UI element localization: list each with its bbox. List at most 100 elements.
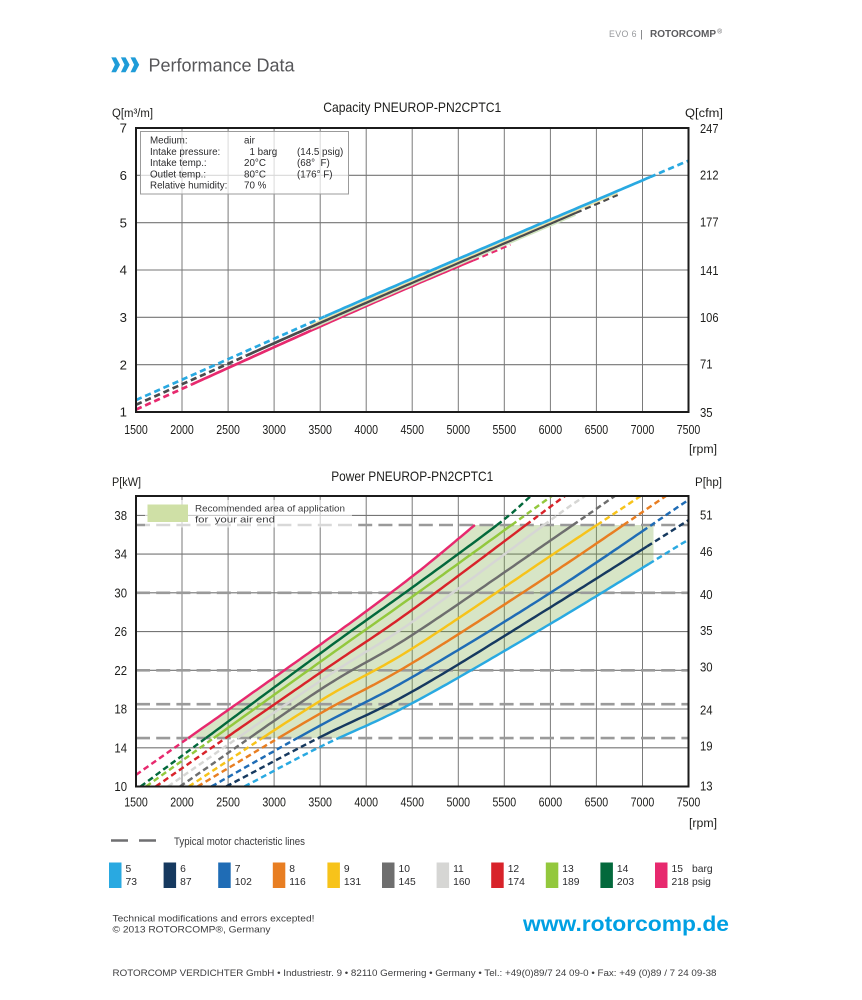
svg-text:20°C: 20°C (244, 158, 266, 169)
svg-text:3000: 3000 (262, 422, 286, 437)
svg-text:|: | (640, 28, 643, 40)
svg-text:73: 73 (126, 877, 138, 888)
svg-text:189: 189 (562, 877, 579, 888)
svg-text:46: 46 (700, 544, 713, 559)
svg-text:air: air (244, 136, 256, 147)
svg-text:4500: 4500 (400, 422, 424, 437)
svg-text:psig: psig (692, 877, 711, 888)
svg-text:Relative humidity:: Relative humidity: (150, 181, 227, 192)
svg-text:7: 7 (235, 864, 241, 875)
svg-text:12: 12 (508, 864, 520, 875)
svg-text:6000: 6000 (539, 794, 563, 809)
svg-text:6500: 6500 (585, 422, 609, 437)
svg-text:11: 11 (453, 864, 464, 875)
svg-text:14: 14 (114, 740, 127, 755)
svg-text:Power PNEUROP-PN2CPTC1: Power PNEUROP-PN2CPTC1 (331, 469, 493, 484)
svg-text:2000: 2000 (170, 422, 194, 437)
svg-text:38: 38 (114, 508, 127, 523)
svg-text:34: 34 (114, 547, 127, 562)
svg-text:Technical modifications and er: Technical modifications and errors excep… (113, 914, 315, 925)
svg-text:5500: 5500 (493, 422, 517, 437)
svg-text:3000: 3000 (262, 794, 286, 809)
svg-text:5: 5 (126, 864, 132, 875)
svg-text:2500: 2500 (216, 422, 240, 437)
svg-text:10: 10 (114, 779, 127, 794)
svg-text:87: 87 (180, 877, 192, 888)
svg-text:218: 218 (672, 877, 689, 888)
svg-text:Q[cfm]: Q[cfm] (685, 106, 723, 120)
svg-text:102: 102 (235, 877, 252, 888)
svg-text:Recommended area of applicatio: Recommended area of application (195, 504, 345, 514)
svg-text:ROTORCOMP VERDICHTER GmbH • In: ROTORCOMP VERDICHTER GmbH • Industriestr… (113, 968, 717, 979)
svg-text:80°C: 80°C (244, 169, 266, 180)
svg-text:2500: 2500 (216, 794, 240, 809)
svg-text:40: 40 (700, 587, 713, 602)
svg-text:10: 10 (399, 864, 411, 875)
svg-text:174: 174 (508, 877, 525, 888)
svg-text:141: 141 (700, 263, 719, 278)
svg-text:Q[m³/m]: Q[m³/m] (112, 106, 153, 120)
svg-text:3500: 3500 (308, 794, 332, 809)
svg-text:3: 3 (120, 310, 127, 325)
svg-text:5000: 5000 (446, 422, 470, 437)
svg-text:EVO 6: EVO 6 (609, 29, 637, 39)
svg-text:131: 131 (344, 877, 361, 888)
svg-text:4500: 4500 (400, 794, 424, 809)
svg-text:247: 247 (700, 121, 719, 136)
svg-text:7500: 7500 (677, 794, 701, 809)
svg-text:5: 5 (120, 215, 127, 230)
svg-text:Capacity PNEUROP-PN2CPTC1: Capacity PNEUROP-PN2CPTC1 (323, 100, 501, 115)
svg-text:www.rotorcomp.de: www.rotorcomp.de (522, 913, 729, 936)
svg-text:4000: 4000 (354, 794, 378, 809)
svg-text:30: 30 (700, 659, 713, 674)
svg-text:6: 6 (120, 168, 127, 183)
svg-text:1 barg: 1 barg (244, 147, 277, 158)
svg-text:160: 160 (453, 877, 470, 888)
svg-text:35: 35 (700, 623, 713, 638)
svg-text:30: 30 (114, 585, 127, 600)
svg-text:15: 15 (672, 864, 684, 875)
svg-text:barg: barg (692, 864, 713, 875)
svg-text:7500: 7500 (677, 422, 701, 437)
svg-text:Intake pressure:: Intake pressure: (150, 147, 220, 158)
svg-text:18: 18 (114, 702, 127, 717)
svg-text:4: 4 (120, 263, 127, 278)
svg-text:106: 106 (700, 310, 719, 325)
svg-text:Outlet temp.:: Outlet temp.: (150, 169, 206, 180)
svg-text:5500: 5500 (493, 794, 517, 809)
svg-text:Performance Data: Performance Data (149, 56, 296, 76)
svg-text:26: 26 (114, 624, 127, 639)
svg-text:212: 212 (700, 168, 719, 183)
svg-text:51: 51 (700, 508, 713, 523)
svg-text:5000: 5000 (446, 794, 470, 809)
svg-text:13: 13 (562, 864, 574, 875)
svg-text:22: 22 (114, 663, 127, 678)
svg-text:®: ® (717, 28, 722, 36)
svg-text:© 2013 ROTORCOMP®, Germany: © 2013 ROTORCOMP®, Germany (113, 925, 271, 936)
svg-text:7000: 7000 (631, 794, 655, 809)
svg-text:6000: 6000 (539, 422, 563, 437)
svg-text:2: 2 (120, 357, 127, 372)
svg-text:P[hp]: P[hp] (695, 475, 722, 489)
svg-text:9: 9 (344, 864, 350, 875)
svg-text:70 %: 70 % (244, 181, 267, 192)
svg-text:116: 116 (289, 877, 306, 888)
svg-text:Typical motor chacteristic lin: Typical motor chacteristic lines (174, 836, 305, 848)
svg-text:(14.5 psig): (14.5 psig) (297, 147, 343, 158)
svg-text:145: 145 (399, 877, 416, 888)
svg-text:14: 14 (617, 864, 629, 875)
svg-text:7000: 7000 (631, 422, 655, 437)
svg-text:Medium:: Medium: (150, 136, 188, 147)
svg-text:1500: 1500 (124, 794, 148, 809)
svg-text:7: 7 (120, 121, 127, 136)
svg-text:6: 6 (180, 864, 186, 875)
svg-text:[rpm]: [rpm] (689, 816, 717, 830)
svg-text:24: 24 (700, 703, 713, 718)
svg-text:177: 177 (700, 215, 719, 230)
svg-text:for your air end: for your air end (195, 515, 275, 525)
svg-text:71: 71 (700, 357, 713, 372)
svg-text:6500: 6500 (585, 794, 609, 809)
svg-text:Intake temp.:: Intake temp.: (150, 158, 207, 169)
svg-text:8: 8 (289, 864, 295, 875)
svg-text:35: 35 (700, 405, 713, 420)
